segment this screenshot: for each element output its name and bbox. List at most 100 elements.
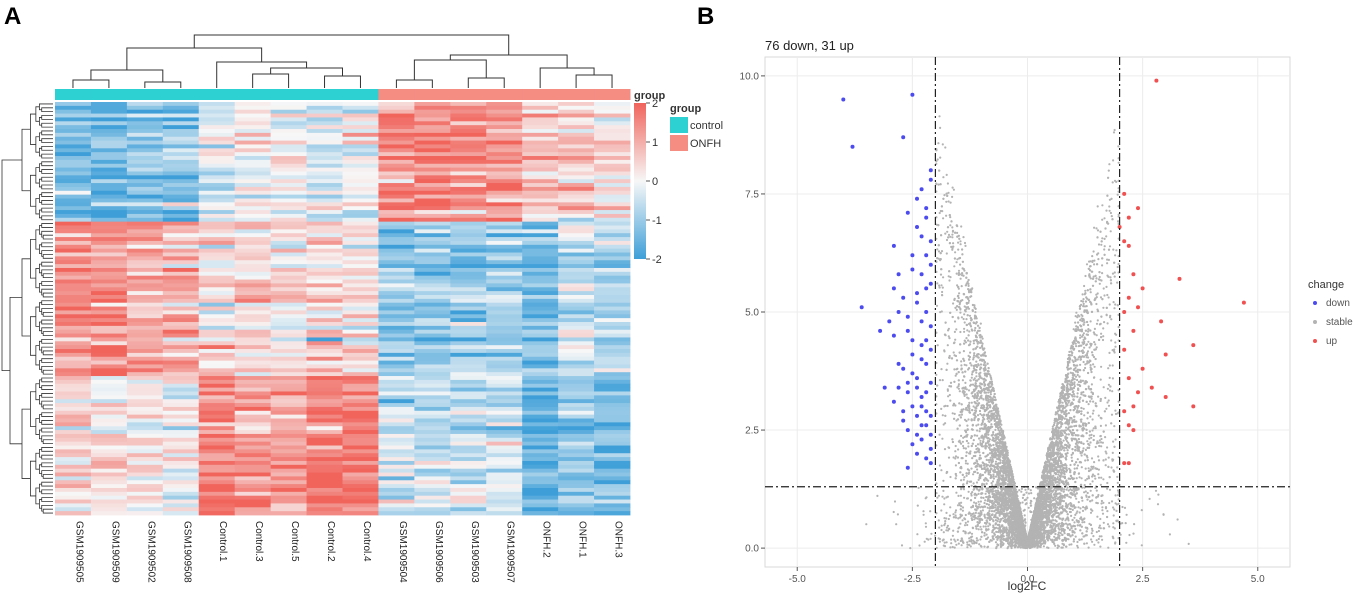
heatmap-cell [270,125,307,130]
heatmap-cell [198,437,236,443]
heatmap-cell [162,441,200,446]
heatmap-cell [234,368,272,373]
heatmap-cell [342,325,379,331]
heatmap-cell [270,206,307,211]
heatmap-cell [486,159,523,165]
heatmap-cell [55,221,92,226]
heatmap-cell [198,179,236,184]
heatmap-cell [162,464,200,470]
heatmap-cell [486,449,523,454]
stable-point [957,296,960,300]
heatmap-cell [594,310,631,315]
heatmap-cell [522,194,559,199]
heatmap-cell [558,264,595,269]
stable-point [1087,467,1090,470]
heatmap-cell [198,379,236,385]
heatmap-cell [342,418,379,423]
heatmap-cell [414,325,451,331]
heatmap-cell [126,225,164,230]
heatmap-cell [234,275,272,280]
heatmap-cell [342,179,379,184]
heatmap-cell [162,117,200,122]
heatmap-cell [198,306,236,311]
heatmap-cell [126,418,164,423]
heatmap-cell [126,372,164,377]
heatmap-cell [306,403,343,408]
heatmap-cell [198,491,236,497]
heatmap-cell [126,484,164,489]
heatmap-cell [522,395,559,400]
heatmap-cell [55,460,92,466]
heatmap-cell [594,457,631,462]
heatmap-cell [378,445,415,450]
heatmap-cell [306,206,343,211]
heatmap-cell [162,410,200,416]
heatmap-cell [162,260,200,265]
heatmap-cell [198,190,236,196]
heatmap-cell [234,125,272,130]
heatmap-cell [522,376,559,381]
heatmap-cell [522,422,559,427]
heatmap-cell [342,183,379,188]
heatmap-cell [522,132,559,138]
heatmap-cell [270,109,307,114]
heatmap-cell [522,240,559,246]
heatmap-cell [306,507,343,512]
heatmap-cell [234,221,272,226]
heatmap-cell [378,352,415,358]
heatmap-cell [522,302,559,307]
heatmap-cell [126,476,164,481]
heatmap-cell [306,167,343,172]
heatmap-cell [594,252,631,257]
heatmap-cell [486,399,523,404]
dendrogram-link [35,268,40,289]
heatmap-cell [450,256,487,261]
heatmap-cell [342,499,379,504]
heatmap-cell [270,163,307,169]
heatmap-cell [234,480,272,485]
heatmap-cell [162,109,200,114]
heatmap-cell [594,132,631,138]
heatmap-cell [90,302,128,307]
heatmap-cell [486,175,523,180]
heatmap-cell [55,379,92,385]
heatmap-cell [378,291,415,296]
heatmap-cell [342,105,379,111]
stable-point [1070,453,1073,456]
dendrogram-link [21,128,31,192]
heatmap-cell [450,221,487,226]
heatmap-cell [378,148,415,153]
heatmap-cell [234,113,272,118]
heatmap-cell [162,129,200,134]
heatmap-cell [162,291,200,296]
heatmap-cell [198,387,236,392]
heatmap-cell [162,244,200,250]
heatmap-cell [234,325,272,331]
dendrogram-link [41,393,53,398]
heatmap-cell [486,453,523,458]
dendrogram-link [21,408,31,479]
heatmap-cell [270,325,307,331]
heatmap-cell [306,495,343,500]
heatmap-cell [450,171,487,176]
heatmap-cell [162,240,200,246]
heatmap-cell [378,368,415,373]
heatmap-cell [522,487,559,493]
heatmap-cell [342,491,379,497]
heatmap-cell [162,248,200,253]
heatmap-cell [414,294,451,300]
heatmap-cell [55,476,92,481]
heatmap-cell [486,406,523,412]
heatmap-cell [594,464,631,470]
heatmap-cell [450,152,487,157]
heatmap-cell [306,121,343,126]
heatmap-cell [162,484,200,489]
heatmap-cell [342,252,379,257]
heatmap-cell [486,418,523,423]
heatmap-cell [234,183,272,188]
heatmap-cell [55,487,92,493]
heatmap-cell [558,217,595,223]
heatmap-cell [270,449,307,454]
heatmap-cell [198,206,236,211]
heatmap-cell [414,430,451,435]
